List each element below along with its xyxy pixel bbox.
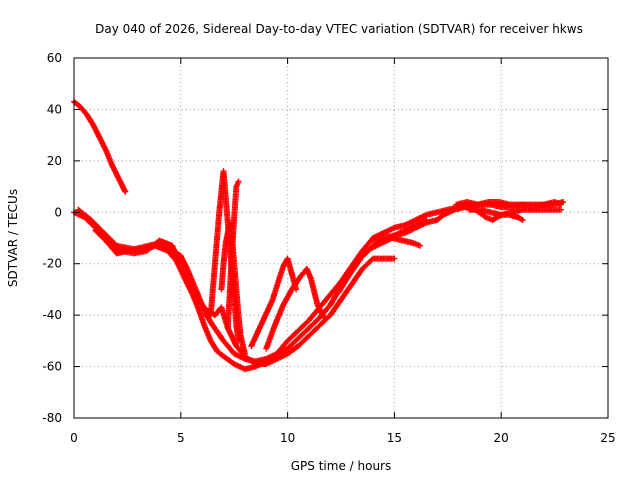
data-marks: [71, 199, 564, 365]
x-axis-ticks: 0 5 10 15 20 25: [70, 58, 616, 445]
data-marks: [71, 98, 129, 195]
data-marks: [248, 255, 300, 349]
data-marks: [453, 199, 567, 208]
series-track-12: [453, 199, 567, 208]
data-points: [71, 98, 567, 373]
plot-frame: [73, 57, 609, 419]
y-tick-label: 20: [47, 154, 62, 168]
data-marks: [263, 265, 327, 352]
data-marks: [224, 178, 242, 331]
x-tick-label: 25: [600, 431, 615, 445]
series-track-13: [466, 206, 564, 218]
y-tick-label: 0: [54, 205, 62, 219]
data-marks: [335, 235, 423, 295]
series-track-11: [335, 235, 423, 295]
y-axis-label: SDTVAR / TECUs: [6, 189, 20, 287]
x-tick-label: 20: [494, 431, 509, 445]
y-tick-label: 40: [47, 102, 62, 116]
grid: [74, 58, 608, 418]
series-track-9: [263, 265, 327, 352]
y-tick-label: -20: [42, 257, 62, 271]
chart-title: Day 040 of 2026, Sidereal Day-to-day VTE…: [95, 22, 583, 36]
data-marks: [466, 206, 564, 218]
series-track-1: [71, 98, 129, 195]
y-axis-ticks: -80 -60 -40 -20 0 20 40 60: [42, 51, 608, 425]
y-tick-label: -80: [42, 411, 62, 425]
x-tick-label: 0: [70, 431, 78, 445]
series-track-7: [224, 178, 242, 331]
y-tick-label: -40: [42, 308, 62, 322]
y-tick-label: 60: [47, 51, 62, 65]
x-tick-label: 5: [177, 431, 185, 445]
series-track-2: [71, 199, 564, 365]
data-marks: [92, 227, 398, 367]
y-tick-label: -60: [42, 360, 62, 374]
x-axis-label: GPS time / hours: [291, 459, 392, 473]
x-tick-label: 15: [387, 431, 402, 445]
series-track-8: [248, 255, 300, 349]
series-track-4: [92, 227, 398, 367]
x-tick-label: 10: [280, 431, 295, 445]
